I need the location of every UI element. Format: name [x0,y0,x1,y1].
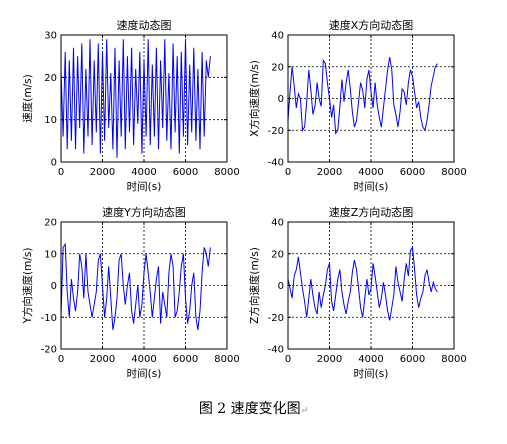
y-tick-label: -10 [41,313,57,324]
y-tick-label: 0 [51,281,57,292]
x-tick-label: 8000 [441,354,466,365]
y-tick-label: -20 [268,126,284,137]
figure-caption: 图 2 速度变化图↵ [0,398,507,418]
y-tick-label: 20 [271,249,284,260]
x-tick-label: 4000 [131,354,156,365]
x-tick-label: 6000 [400,167,425,178]
x-tick-label: 0 [285,354,291,365]
y-tick-label: 0 [278,281,284,292]
caption-return-mark: ↵ [300,406,309,416]
y-tick-label: 10 [44,249,57,260]
x-tick-label: 0 [58,354,64,365]
y-tick-label: 30 [44,31,57,42]
x-tick-label: 6000 [400,354,425,365]
y-axis-label: 速度(m/s) [21,74,34,122]
y-axis-label: Y方向速度(m/s) [21,248,34,325]
chart-title: 速度X方向动态图 [329,18,414,32]
caption-text: 图 2 速度变化图 [198,401,301,417]
x-tick-label: 8000 [214,354,239,365]
y-axis-label: Z方向速度(m/s) [248,247,261,324]
x-tick-label: 0 [58,167,64,178]
y-tick-label: 20 [44,218,57,229]
series-line [60,242,211,330]
x-tick-label: 2000 [90,354,115,365]
series-line [60,39,211,158]
x-tick-label: 2000 [317,167,342,178]
x-axis-label: 时间(s) [354,180,389,193]
series-line [287,245,438,321]
x-tick-label: 6000 [173,167,198,178]
y-tick-label: -20 [41,345,57,356]
x-tick-label: 4000 [131,167,156,178]
x-tick-label: 6000 [173,354,198,365]
y-tick-label: 20 [44,73,57,84]
y-tick-label: 20 [271,62,284,73]
subplot-3: 0 2000 4000 6000 8000 -20 -10 0 10 20 速度Y方向动态图时间(s… [21,205,240,380]
x-tick-label: 8000 [441,167,466,178]
y-tick-label: 40 [271,31,284,42]
subplot-4: 0 2000 4000 6000 8000 -40 -20 0 20 40 速度Z方向动态图时间(s… [248,205,467,380]
series-line [287,57,438,135]
x-axis-label: 时间(s) [127,367,162,380]
y-tick-label: -40 [268,158,284,169]
y-tick-label: -40 [268,345,284,356]
x-tick-label: 4000 [358,354,383,365]
y-tick-label: 0 [278,94,284,105]
x-axis-label: 时间(s) [127,180,162,193]
subplot-2: 0 2000 4000 6000 8000 -40 -20 0 20 40 速度X方向动态图时间(s… [248,18,467,193]
y-tick-label: 40 [271,218,284,229]
y-axis-label: X方向速度(m/s) [248,60,261,137]
y-tick-label: 10 [44,115,57,126]
chart-title: 速度动态图 [117,18,172,32]
x-tick-label: 0 [285,167,291,178]
x-tick-label: 2000 [317,354,342,365]
x-tick-label: 8000 [214,167,239,178]
y-tick-label: 0 [51,158,57,169]
x-axis-label: 时间(s) [354,367,389,380]
y-tick-label: -20 [268,313,284,324]
chart-title: 速度Z方向动态图 [329,205,414,219]
x-tick-label: 2000 [90,167,115,178]
x-tick-label: 4000 [358,167,383,178]
chart-title: 速度Y方向动态图 [102,205,186,219]
